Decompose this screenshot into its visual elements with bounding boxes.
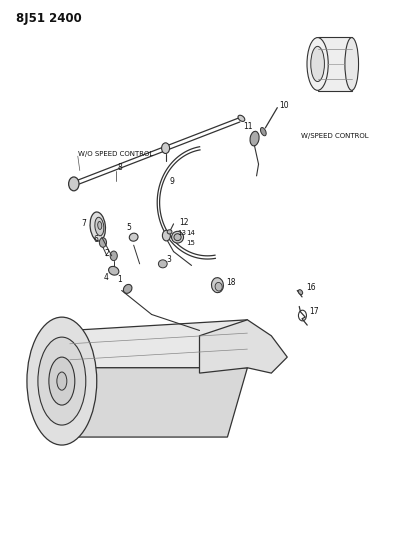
Ellipse shape (174, 233, 181, 241)
Text: 10: 10 (279, 101, 289, 109)
Text: W/O SPEED CONTROL: W/O SPEED CONTROL (78, 150, 153, 157)
Polygon shape (318, 37, 352, 91)
Text: 4: 4 (104, 273, 109, 281)
Text: 11: 11 (243, 123, 253, 131)
Ellipse shape (172, 231, 184, 243)
Ellipse shape (49, 357, 75, 405)
Ellipse shape (98, 222, 102, 229)
Text: 5: 5 (127, 223, 132, 232)
Ellipse shape (129, 233, 138, 241)
Ellipse shape (250, 131, 259, 146)
Text: W/SPEED CONTROL: W/SPEED CONTROL (301, 133, 369, 139)
Ellipse shape (261, 127, 266, 136)
Circle shape (110, 251, 117, 261)
Text: 2: 2 (104, 249, 109, 257)
Ellipse shape (211, 278, 223, 293)
Circle shape (69, 177, 79, 191)
Ellipse shape (95, 217, 104, 236)
Polygon shape (50, 368, 247, 437)
Ellipse shape (158, 260, 167, 268)
Ellipse shape (90, 212, 105, 241)
Text: 17: 17 (309, 308, 319, 316)
Text: 8J51 2400: 8J51 2400 (16, 12, 82, 25)
Text: 14: 14 (186, 230, 195, 236)
Text: 9: 9 (170, 177, 174, 185)
Circle shape (162, 143, 170, 154)
Ellipse shape (307, 37, 328, 90)
Ellipse shape (215, 282, 222, 291)
Ellipse shape (109, 266, 119, 275)
Text: 8: 8 (118, 164, 122, 172)
Text: 7: 7 (82, 220, 87, 228)
Text: 3: 3 (167, 255, 172, 264)
Text: 18: 18 (226, 278, 236, 287)
Text: 13: 13 (177, 230, 186, 236)
Ellipse shape (123, 285, 132, 293)
Polygon shape (70, 320, 247, 368)
Polygon shape (200, 320, 287, 373)
Circle shape (162, 230, 170, 241)
Circle shape (99, 238, 107, 247)
Ellipse shape (298, 289, 303, 295)
Ellipse shape (38, 337, 86, 425)
Ellipse shape (238, 115, 245, 122)
Text: 15: 15 (186, 239, 195, 246)
Ellipse shape (167, 230, 172, 234)
Text: 12: 12 (180, 218, 189, 227)
Ellipse shape (57, 372, 67, 390)
Ellipse shape (345, 37, 359, 90)
Ellipse shape (27, 317, 97, 445)
Text: 6: 6 (93, 236, 98, 244)
Text: 16: 16 (306, 284, 316, 292)
Ellipse shape (311, 46, 324, 82)
Text: 1: 1 (117, 275, 122, 284)
